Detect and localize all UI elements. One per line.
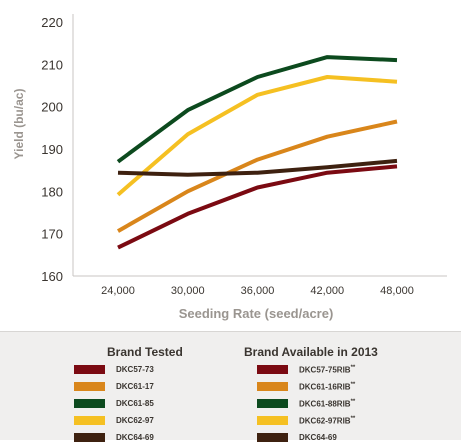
tested-legend-item: DKC62-97 (74, 416, 154, 425)
legend-label: DKC64-69 (116, 433, 154, 442)
tested-legend-item: DKC57-73 (74, 365, 154, 374)
legend-label: DKC62-97RIB** (299, 415, 356, 426)
available-legend-item: DKC62-97RIB** (257, 416, 355, 425)
legend-swatch (74, 365, 105, 374)
axes (72, 14, 447, 277)
available-legend-item: DKC61-88RIB** (257, 399, 355, 408)
available-legend-item: DKC64-69 (257, 433, 337, 442)
y-tick-label: 170 (41, 227, 63, 242)
y-tick-label: 180 (41, 184, 63, 199)
y-tick-label: 190 (41, 142, 63, 157)
legend-swatch (74, 433, 105, 442)
tested-legend-item: DKC61-85 (74, 399, 154, 408)
legend-swatch (74, 399, 105, 408)
legend-swatch (74, 416, 105, 425)
x-tick-label: 48,000 (380, 285, 414, 297)
legend-panel: Brand Tested Brand Available in 2013 DKC… (0, 331, 461, 442)
y-tick-label: 210 (41, 57, 63, 72)
series-line-dkc61-17 (117, 119, 398, 233)
tested-legend-item: DKC61-17 (74, 382, 154, 391)
series-line-dkc61-85 (116, 55, 398, 164)
y-tick-label: 200 (41, 100, 63, 115)
legend-label: DKC61-16RIB** (299, 381, 356, 392)
chart-area: 160 170 180 190 200 210 220 24,000 30,000 36,000… (12, 14, 447, 321)
legend-swatch (74, 382, 105, 391)
line-chart: 160 170 180 190 200 210 220 24,000 30,000 36,000… (12, 14, 447, 321)
y-tick-label: 220 (41, 15, 63, 30)
legend-label: DKC64-69 (299, 433, 337, 442)
available-legend-item: DKC61-16RIB** (257, 382, 355, 391)
x-tick-labels: 24,000 30,000 36,000 42,000 48,000 (101, 285, 414, 297)
x-tick-label: 24,000 (101, 285, 135, 297)
y-tick-labels: 160 170 180 190 200 210 220 (41, 15, 63, 284)
y-tick-label: 160 (41, 269, 63, 284)
legend-swatch (257, 416, 288, 425)
legend-swatch (257, 433, 288, 442)
legend-label: DKC57-75RIB** (299, 364, 356, 375)
series-line-dkc57-73 (117, 164, 398, 250)
series-line-dkc64-69 (117, 158, 398, 177)
legend-swatch (257, 382, 288, 391)
tested-legend-item: DKC64-69 (74, 433, 154, 442)
series-line-dkc62-97 (116, 75, 398, 197)
x-tick-label: 42,000 (310, 285, 344, 297)
legend-label: DKC61-85 (116, 399, 154, 408)
legend-label: DKC61-17 (116, 382, 154, 391)
legend-swatch (257, 399, 288, 408)
legend-header-available: Brand Available in 2013 (244, 345, 378, 359)
x-tick-label: 30,000 (171, 285, 205, 297)
legend-label: DKC61-88RIB** (299, 398, 356, 409)
legend-label: DKC57-73 (116, 365, 154, 374)
legend-swatch (257, 365, 288, 374)
x-axis-label: Seeding Rate (seed/acre) (179, 306, 334, 321)
legend-label: DKC62-97 (116, 416, 154, 425)
series-lines (116, 55, 398, 250)
x-tick-label: 36,000 (241, 285, 275, 297)
legend-header-tested: Brand Tested (107, 345, 183, 359)
available-legend-item: DKC57-75RIB** (257, 365, 355, 374)
y-axis-label: Yield (bu/ac) (12, 89, 26, 160)
